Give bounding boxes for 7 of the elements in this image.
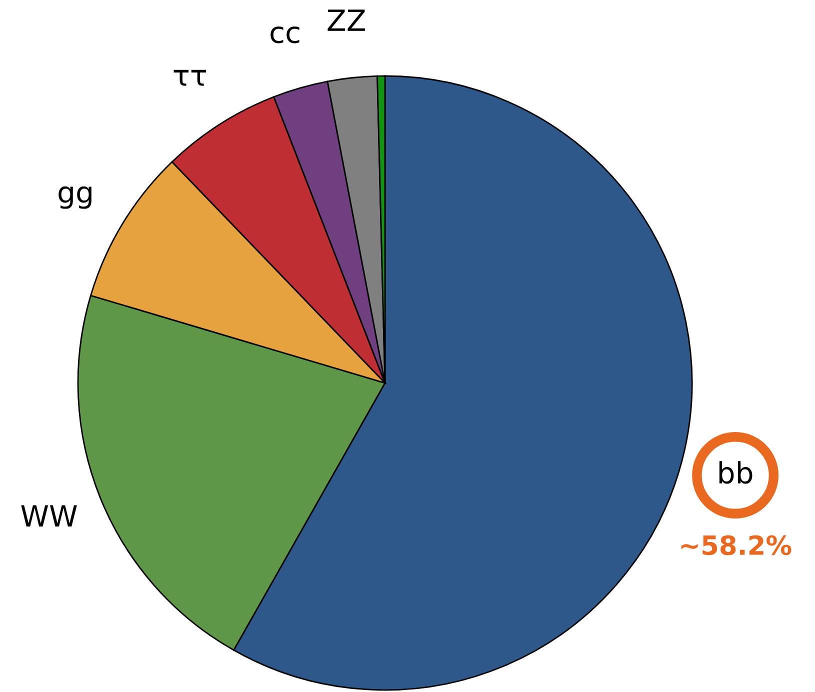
slice-label: gg [58,186,92,209]
slice-label: ZZ [328,10,366,31]
data-label: ~58.2% [681,535,792,556]
slice-label: bb [719,461,752,484]
slice-label: ττ [174,70,206,86]
slice-label: WW [21,505,77,527]
slice-label: cc [270,26,300,44]
